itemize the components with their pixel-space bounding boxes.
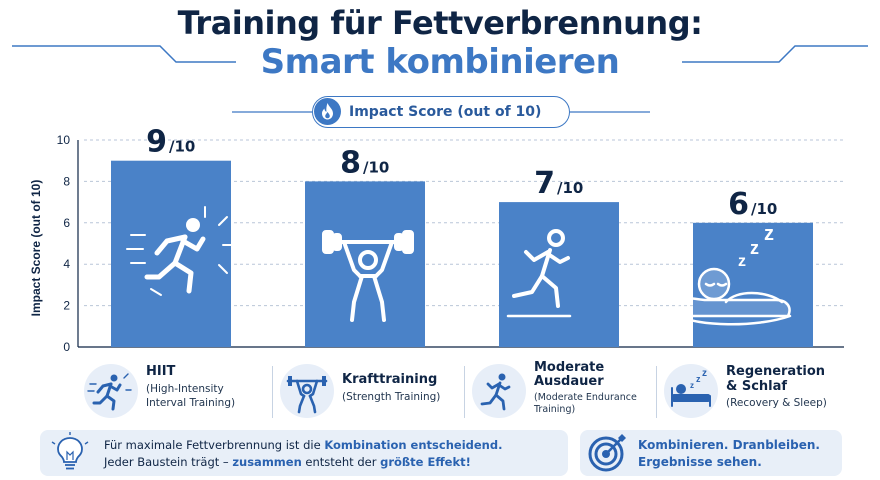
title-line-2: Smart kombinieren	[260, 42, 620, 82]
svg-text:z: z	[690, 381, 694, 390]
bar-value-label: 6	[728, 187, 749, 222]
target-icon	[588, 434, 626, 472]
card-ausdauer-sub-1: (Moderate Endurance	[534, 392, 637, 403]
footer-motto-panel: Kombinieren. Dranbleiben. Ergebnisse seh…	[580, 430, 842, 476]
bar-3	[499, 202, 619, 347]
y-tick-label: 0	[63, 340, 70, 354]
bar-value-suffix: /10	[751, 200, 777, 218]
footer-text: entsteht der	[301, 455, 381, 469]
title-decoration	[12, 45, 868, 113]
motto-line-2: Ergebnisse sehen.	[638, 455, 762, 469]
motto-line-1: Kombinieren. Dranbleiben.	[638, 438, 820, 452]
card-hiit: HIIT (High-Intensity Interval Training)	[84, 360, 264, 426]
bar-value-suffix: /10	[169, 138, 195, 156]
bar-value-label: 9	[146, 125, 167, 160]
weightlifter-icon	[280, 364, 334, 418]
svg-text:z: z	[696, 374, 701, 384]
impact-score-pill: Impact Score (out of 10)	[312, 96, 570, 128]
footer-info-panel: Für maximale Fettverbrennung ist die Kom…	[40, 430, 568, 476]
sprinter-icon	[84, 364, 138, 418]
svg-text:z: z	[750, 238, 759, 258]
weightlifter-icon	[322, 230, 414, 322]
card-krafttraining-name: Krafttraining	[342, 372, 438, 387]
card-divider	[464, 366, 465, 418]
svg-text:z: z	[738, 253, 746, 270]
bar-value-label: 8	[340, 145, 361, 180]
footer-highlight: größte Effekt!	[380, 455, 471, 469]
title-line-1: Training für Fettverbrennung:	[177, 4, 703, 42]
card-ausdauer-sub-2: Training)	[534, 404, 576, 415]
footer-line-1: Für maximale Fettverbrennung ist die Kom…	[104, 438, 502, 452]
card-regeneration-sub: (Recovery & Sleep)	[726, 397, 827, 409]
y-tick-label: 8	[63, 174, 70, 188]
flame-icon	[314, 98, 341, 125]
sprinter-icon	[126, 206, 234, 296]
svg-text:z: z	[764, 223, 774, 245]
sleep-icon: z z z	[675, 223, 792, 326]
card-regeneration-name-2: & Schlaf	[726, 379, 788, 394]
footer-highlight: Kombination entscheidend.	[324, 438, 503, 452]
y-tick-label: 4	[63, 257, 70, 271]
bar-1	[111, 160, 231, 347]
runner-icon	[472, 364, 526, 418]
footer-highlight: zusammen	[232, 455, 302, 469]
svg-text:z: z	[702, 368, 707, 379]
bar-value-label: 7	[534, 166, 555, 201]
lightbulb-icon	[51, 432, 89, 470]
footer-text: Für maximale Fettverbrennung ist die	[104, 438, 325, 452]
impact-score-label: Impact Score (out of 10)	[349, 104, 542, 120]
card-regeneration-name-1: Regeneration	[726, 364, 826, 379]
card-hiit-name: HIIT	[146, 364, 176, 379]
card-hiit-sub-1: (High-Intensity	[146, 383, 224, 395]
card-ausdauer-name-1: Moderate	[534, 360, 605, 375]
footer-line-2: Jeder Baustein trägt – zusammen entsteht…	[104, 455, 471, 469]
card-moderate-ausdauer: Moderate Ausdauer (Moderate Endurance Tr…	[472, 360, 652, 426]
card-hiit-sub-2: Interval Training)	[146, 397, 236, 409]
runner-icon	[506, 229, 572, 318]
card-divider	[656, 366, 657, 418]
bar-value-suffix: /10	[363, 158, 389, 176]
card-ausdauer-name-2: Ausdauer	[534, 374, 604, 389]
footer-text: Jeder Baustein trägt –	[104, 455, 233, 469]
y-tick-label: 2	[63, 299, 70, 313]
card-divider	[272, 366, 273, 418]
card-krafttraining-sub: (Strength Training)	[342, 391, 441, 403]
category-cards: HIIT (High-Intensity Interval Training) …	[84, 360, 844, 426]
sleep-icon: z z z	[664, 364, 718, 418]
bar-value-suffix: /10	[557, 179, 583, 197]
y-axis-label: Impact Score (out of 10)	[29, 180, 43, 317]
card-regeneration: z z z Regeneration & Schlaf (Recovery & …	[664, 360, 844, 426]
card-krafttraining: Krafttraining (Strength Training)	[280, 360, 460, 426]
y-tick-label: 6	[63, 216, 70, 230]
y-tick-label: 10	[57, 133, 71, 147]
bar-2	[305, 181, 425, 347]
